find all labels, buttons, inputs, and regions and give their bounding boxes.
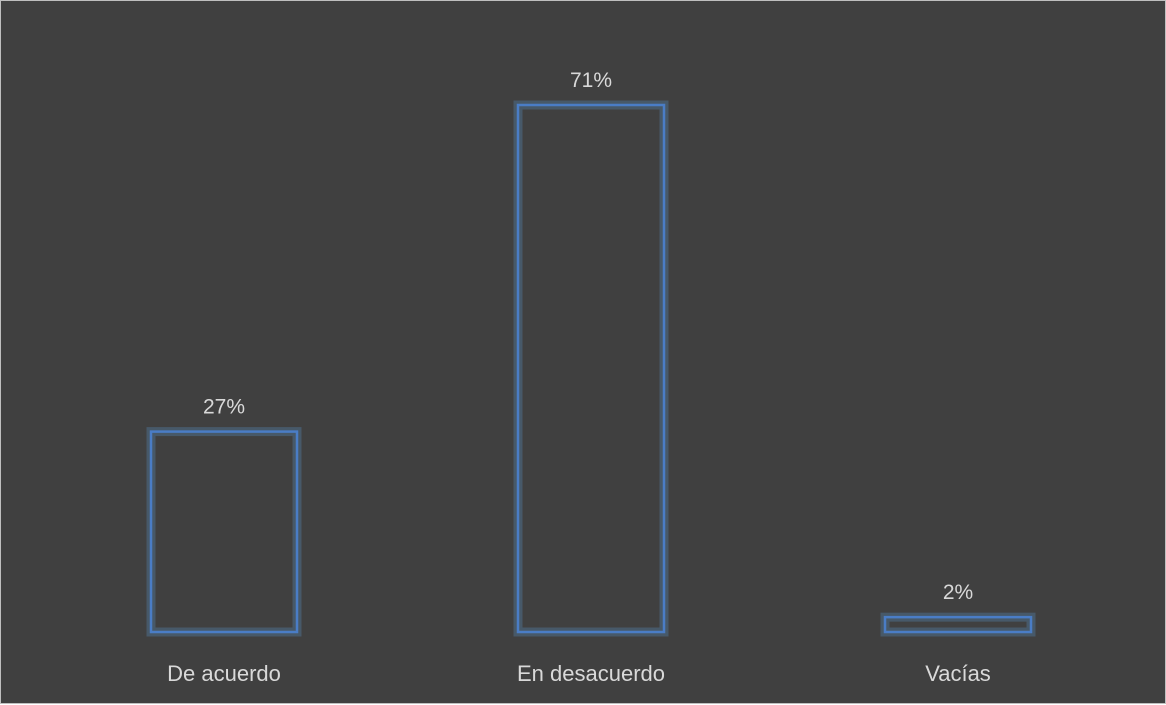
- category-label: Vacías: [925, 661, 991, 686]
- bar: [516, 103, 666, 634]
- data-labels-group: 27% 71% 2%: [203, 69, 973, 604]
- category-label: En desacuerdo: [517, 661, 665, 686]
- data-label: 2%: [943, 581, 973, 604]
- bar: [883, 615, 1033, 634]
- bar: [149, 430, 299, 634]
- data-label: 27%: [203, 396, 245, 419]
- bars-group: [146, 100, 1036, 637]
- bar-glow: [513, 100, 669, 637]
- data-label: 71%: [570, 69, 612, 92]
- category-label: De acuerdo: [167, 661, 281, 686]
- bar-glow: [146, 427, 302, 637]
- category-labels-group: De acuerdo En desacuerdo Vacías: [167, 661, 991, 686]
- bar-glow: [880, 612, 1036, 637]
